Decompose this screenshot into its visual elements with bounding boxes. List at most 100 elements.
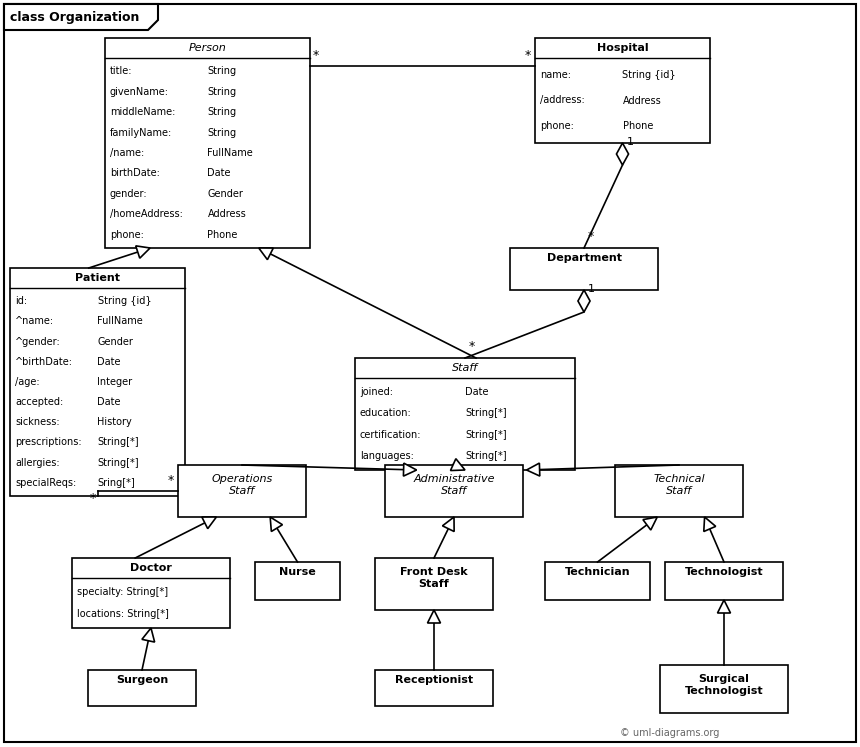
Text: Operations
Staff: Operations Staff <box>212 474 273 496</box>
Polygon shape <box>643 517 657 530</box>
Text: Technician: Technician <box>565 567 630 577</box>
Text: Surgeon: Surgeon <box>116 675 168 685</box>
Polygon shape <box>136 246 150 258</box>
Text: String: String <box>207 128 237 137</box>
Polygon shape <box>578 290 590 312</box>
Text: Address: Address <box>207 209 246 220</box>
Text: phone:: phone: <box>540 121 574 131</box>
Text: Integer: Integer <box>97 377 132 387</box>
Bar <box>660 665 788 713</box>
Text: ^name:: ^name: <box>15 316 54 326</box>
Polygon shape <box>526 463 540 476</box>
Bar <box>10 268 185 496</box>
Text: History: History <box>97 418 132 427</box>
Text: 1: 1 <box>626 137 634 147</box>
Text: sickness:: sickness: <box>15 418 59 427</box>
Polygon shape <box>259 248 273 260</box>
Text: Phone: Phone <box>207 230 238 240</box>
Text: Administrative
Staff: Administrative Staff <box>414 474 494 496</box>
Text: familyName:: familyName: <box>110 128 172 137</box>
Text: Date: Date <box>207 168 231 179</box>
Text: languages:: languages: <box>360 451 414 461</box>
Text: specialty: String[*]: specialty: String[*] <box>77 587 168 597</box>
Text: 1: 1 <box>588 284 595 294</box>
Polygon shape <box>451 459 465 471</box>
Text: middleName:: middleName: <box>110 107 175 117</box>
Text: *: * <box>525 49 531 62</box>
Text: Technologist: Technologist <box>685 567 764 577</box>
Polygon shape <box>442 517 454 532</box>
Bar <box>72 558 230 628</box>
Bar <box>88 670 196 706</box>
Text: Gender: Gender <box>97 336 133 347</box>
Text: Address: Address <box>623 96 661 105</box>
Polygon shape <box>142 628 155 642</box>
Bar <box>510 248 658 290</box>
Bar <box>355 358 575 470</box>
Text: String: String <box>207 66 237 76</box>
Bar <box>375 558 493 610</box>
Text: © uml-diagrams.org: © uml-diagrams.org <box>620 728 719 738</box>
Text: String[*]: String[*] <box>465 430 507 440</box>
Polygon shape <box>427 610 440 623</box>
Text: *: * <box>469 340 476 353</box>
Polygon shape <box>703 517 716 532</box>
Text: Person: Person <box>188 43 226 53</box>
Text: /age:: /age: <box>15 377 40 387</box>
Text: Nurse: Nurse <box>280 567 316 577</box>
Text: Date: Date <box>97 357 121 367</box>
Bar <box>375 670 493 706</box>
Bar <box>105 38 310 248</box>
Text: id:: id: <box>15 296 28 306</box>
Text: *: * <box>588 230 594 243</box>
Text: *: * <box>89 492 95 505</box>
Text: phone:: phone: <box>110 230 144 240</box>
Text: name:: name: <box>540 69 571 80</box>
Text: prescriptions:: prescriptions: <box>15 438 82 447</box>
Text: gender:: gender: <box>110 189 148 199</box>
Bar <box>385 465 523 517</box>
Text: Technical
Staff: Technical Staff <box>654 474 705 496</box>
Text: String: String <box>207 107 237 117</box>
Text: accepted:: accepted: <box>15 397 64 407</box>
Text: String {id}: String {id} <box>97 296 151 306</box>
Text: Hospital: Hospital <box>597 43 648 53</box>
Text: Date: Date <box>465 387 488 397</box>
Text: Department: Department <box>546 253 622 263</box>
Polygon shape <box>617 143 629 165</box>
Text: /homeAddress:: /homeAddress: <box>110 209 183 220</box>
Text: Staff: Staff <box>452 363 478 373</box>
Text: Sring[*]: Sring[*] <box>97 478 135 488</box>
Text: FullName: FullName <box>97 316 144 326</box>
Text: /name:: /name: <box>110 148 144 158</box>
Text: ^birthDate:: ^birthDate: <box>15 357 73 367</box>
Text: *: * <box>168 474 175 487</box>
Text: Front Desk
Staff: Front Desk Staff <box>400 567 468 589</box>
Text: String[*]: String[*] <box>97 458 139 468</box>
Text: *: * <box>313 49 319 62</box>
Text: givenName:: givenName: <box>110 87 169 96</box>
Bar <box>615 465 743 517</box>
Text: /address:: /address: <box>540 96 585 105</box>
Text: Date: Date <box>97 397 121 407</box>
Text: Phone: Phone <box>623 121 653 131</box>
Text: title:: title: <box>110 66 132 76</box>
Text: allergies:: allergies: <box>15 458 59 468</box>
Text: String[*]: String[*] <box>465 451 507 461</box>
Polygon shape <box>4 4 158 30</box>
Text: String[*]: String[*] <box>97 438 139 447</box>
Text: certification:: certification: <box>360 430 421 440</box>
Bar <box>255 562 340 600</box>
Text: Receptionist: Receptionist <box>395 675 473 685</box>
Text: Patient: Patient <box>75 273 120 283</box>
Text: ^gender:: ^gender: <box>15 336 61 347</box>
Text: education:: education: <box>360 409 412 418</box>
Bar <box>665 562 783 600</box>
Text: specialReqs:: specialReqs: <box>15 478 77 488</box>
Bar <box>178 465 306 517</box>
Text: String[*]: String[*] <box>465 409 507 418</box>
Text: String {id}: String {id} <box>623 69 676 80</box>
Text: locations: String[*]: locations: String[*] <box>77 609 169 619</box>
Polygon shape <box>717 600 730 613</box>
Text: FullName: FullName <box>207 148 253 158</box>
